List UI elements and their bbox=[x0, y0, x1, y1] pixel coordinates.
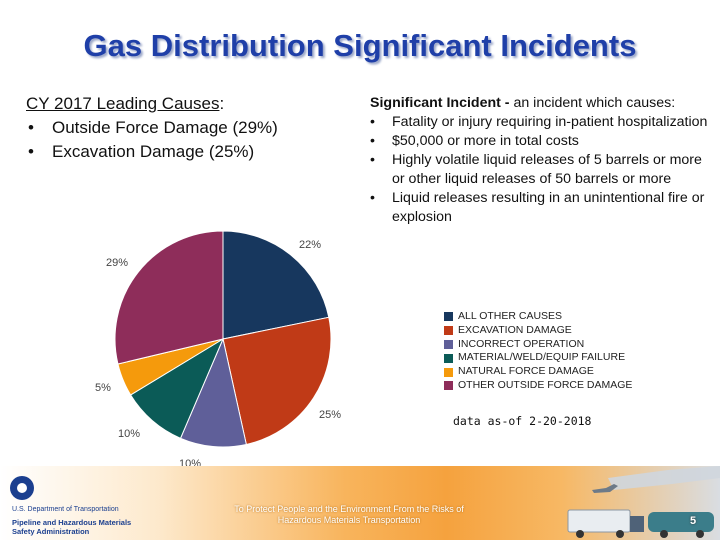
agency-department: U.S. Department of Transportation bbox=[12, 506, 119, 513]
pie-slice bbox=[222, 230, 330, 340]
slide-title: Gas Distribution Significant Incidents bbox=[83, 28, 637, 63]
footer-banner: U.S. Department of Transportation Pipeli… bbox=[0, 466, 720, 540]
leading-causes-heading: CY 2017 Leading Causes: bbox=[26, 92, 346, 116]
leading-causes-heading-text: CY 2017 Leading Causes bbox=[26, 94, 220, 113]
legend-swatch bbox=[444, 353, 453, 363]
legend-label: ALL OTHER CAUSES bbox=[458, 310, 563, 322]
legend-swatch bbox=[444, 312, 453, 322]
dot-logo-icon bbox=[10, 476, 34, 500]
legend-item: EXCAVATION DAMAGE bbox=[444, 324, 632, 338]
legend-label: EXCAVATION DAMAGE bbox=[458, 323, 572, 336]
truck-cab-icon bbox=[630, 516, 644, 532]
definition-description: an incident which causes: bbox=[509, 95, 676, 111]
mission-line: To Protect People and the Environment Fr… bbox=[234, 504, 464, 514]
legend-item: ALL OTHER CAUSES bbox=[444, 310, 632, 324]
agency-name-line: Pipeline and Hazardous Materials bbox=[12, 518, 132, 527]
legend-label: MATERIAL/WELD/EQUIP FAILURE bbox=[458, 351, 626, 364]
legend-item: OTHER OUTSIDE FORCE DAMAGE bbox=[444, 379, 632, 393]
definition-item: Fatality or injury requiring in-patient … bbox=[370, 113, 715, 132]
legend-label: OTHER OUTSIDE FORCE DAMAGE bbox=[458, 378, 633, 391]
definition-item: Liquid releases resulting in an unintent… bbox=[370, 189, 715, 227]
definition-item: $50,000 or more in total costs bbox=[370, 132, 715, 151]
mission-statement: To Protect People and the Environment Fr… bbox=[224, 504, 474, 526]
pie-slice-label: 10% bbox=[118, 428, 140, 440]
pipeline-icon bbox=[608, 466, 720, 490]
pie-slice bbox=[222, 316, 332, 446]
legend-item: MATERIAL/WELD/EQUIP FAILURE bbox=[444, 351, 632, 365]
pie-slice-label: 29% bbox=[106, 257, 128, 269]
definition-heading: Significant Incident - an incident which… bbox=[370, 94, 715, 113]
definition-term: Significant Incident - bbox=[370, 95, 510, 111]
tank-car-icon bbox=[648, 512, 714, 532]
leading-cause-item: Excavation Damage (25%) bbox=[26, 140, 346, 164]
transportation-illustration-icon bbox=[567, 466, 720, 538]
chart-legend: ALL OTHER CAUSES EXCAVATION DAMAGE INCORRE… bbox=[444, 310, 632, 393]
leading-causes-list: Outside Force Damage (29%) Excavation Da… bbox=[26, 116, 346, 164]
leading-cause-item: Outside Force Damage (29%) bbox=[26, 116, 346, 140]
pie-slice bbox=[114, 230, 224, 365]
legend-swatch bbox=[444, 326, 453, 336]
agency-name-line: Safety Administration bbox=[12, 527, 90, 536]
definition-item: Highly volatile liquid releases of 5 bar… bbox=[370, 151, 715, 189]
legend-swatch bbox=[444, 367, 453, 377]
pie-slice-label: 5% bbox=[95, 382, 111, 394]
pie-slice-label: 22% bbox=[299, 239, 321, 251]
definition-list: Fatality or injury requiring in-patient … bbox=[370, 113, 715, 227]
heading-colon: : bbox=[219, 94, 225, 113]
airplane-icon bbox=[592, 484, 618, 493]
legend-label: INCORRECT OPERATION bbox=[458, 337, 585, 350]
data-as-of-note: data as-of 2-20-2018 bbox=[453, 414, 592, 428]
definition-panel: Significant Incident - an incident which… bbox=[370, 94, 715, 227]
agency-name: Pipeline and Hazardous Materials Safety … bbox=[12, 518, 131, 536]
legend-swatch bbox=[444, 339, 453, 349]
legend-swatch bbox=[444, 381, 453, 391]
legend-item: INCORRECT OPERATION bbox=[444, 338, 632, 352]
mission-line: Hazardous Materials Transportation bbox=[277, 515, 421, 525]
page-number: 5 bbox=[690, 515, 697, 527]
legend-item: NATURAL FORCE DAMAGE bbox=[444, 365, 632, 379]
leading-causes-panel: CY 2017 Leading Causes: Outside Force Da… bbox=[26, 92, 346, 164]
truck-icon bbox=[567, 509, 631, 533]
pie-slice-label: 25% bbox=[319, 409, 341, 421]
legend-label: NATURAL FORCE DAMAGE bbox=[458, 365, 594, 378]
